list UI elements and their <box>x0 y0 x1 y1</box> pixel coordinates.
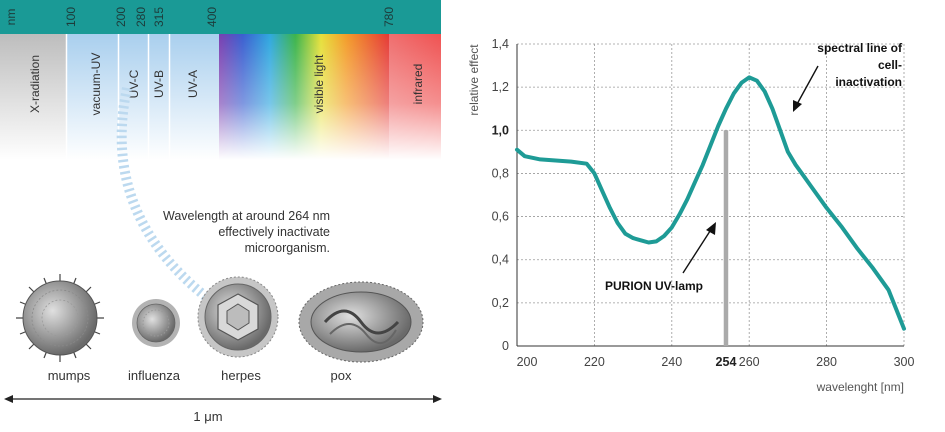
band-label-uv-b: UV-B <box>152 70 166 98</box>
x-tick-254: 254 <box>716 355 737 369</box>
x-tick-240: 240 <box>661 355 682 369</box>
virus-labels: mumps influenza herpes pox <box>48 368 352 383</box>
em-spectrum: nm 100 200 280 315 400 780 X-radiation vacuum-U… <box>0 0 441 160</box>
note-line-1: Wavelength at around 264 nm <box>163 209 330 223</box>
chart-annotations: spectral line of cell-inactivation PURION … <box>605 41 903 293</box>
band-dividers <box>65 34 171 160</box>
scale-tick-780: 780 <box>382 7 396 27</box>
y-tick-1-0: 1,0 <box>492 123 509 137</box>
note-line-2: effectively inactivate <box>218 225 330 239</box>
y-tick-0: 0 <box>502 339 509 353</box>
y-tick-1-2: 1,2 <box>492 80 509 94</box>
influenza-virus-image <box>132 299 180 347</box>
band-label-uv-a: UV-A <box>186 70 200 98</box>
virus-label-pox: pox <box>331 368 352 383</box>
virus-illustrations <box>16 274 424 363</box>
spectrum-scale-header <box>0 0 441 34</box>
band-label-x-radiation: X-radiation <box>28 55 42 113</box>
virus-label-mumps: mumps <box>48 368 91 383</box>
x-tick-labels: 200 220 240 254 260 280 300 <box>517 355 915 369</box>
band-uv-fill <box>67 34 219 160</box>
band-label-infrared: infrared <box>411 64 425 105</box>
inactivation-note: Wavelength at around 264 nm effectively i… <box>163 209 330 255</box>
y-axis-label: relative effect <box>467 44 481 116</box>
annotation-3: inactivation <box>835 75 902 89</box>
scale-tick-400: 400 <box>205 7 219 27</box>
band-label-visible-light: visible light <box>312 54 326 113</box>
scale-tick-nm: nm <box>4 9 18 26</box>
band-x-radiation-fill <box>0 34 66 160</box>
x-axis-label: wavelenght [nm] <box>816 380 904 394</box>
herpes-virus-image <box>197 276 279 358</box>
band-label-vacuum-uv: vacuum-UV <box>89 53 103 116</box>
scale-bar-label: 1 μm <box>193 409 222 424</box>
annotation-4: PURION UV-lamp <box>605 279 703 293</box>
band-label-uv-c: UV-C <box>127 69 141 98</box>
scale-tick-280: 280 <box>134 7 148 27</box>
scale-tick-200: 200 <box>114 7 128 27</box>
annotation-2: cell- <box>878 58 902 72</box>
virus-label-influenza: influenza <box>128 368 181 383</box>
band-fade-overlay <box>219 34 441 160</box>
annotation-1: spectral line of <box>817 41 903 55</box>
y-tick-0-8: 0,8 <box>492 166 509 180</box>
x-tick-300: 300 <box>894 355 915 369</box>
inactivation-chart: 200 220 240 254 260 280 300 0 0,2 0,4 0,6 0,8 1,0 1,… <box>467 37 914 394</box>
pox-virus-image <box>298 281 424 363</box>
scale-tick-100: 100 <box>64 7 78 27</box>
scale-tick-315: 315 <box>152 7 166 27</box>
y-tick-0-4: 0,4 <box>492 253 509 267</box>
scale-bar <box>4 395 442 403</box>
annotation-arrows <box>682 65 819 274</box>
y-tick-1-4: 1,4 <box>492 37 509 51</box>
x-tick-220: 220 <box>584 355 605 369</box>
y-tick-0-2: 0,2 <box>492 296 509 310</box>
note-line-3: microorganism. <box>245 241 330 255</box>
x-tick-200: 200 <box>517 355 538 369</box>
virus-label-herpes: herpes <box>221 368 261 383</box>
series-cell-inactivation-line <box>515 75 906 331</box>
mumps-virus-image <box>16 274 104 362</box>
x-tick-280: 280 <box>816 355 837 369</box>
uv-arc-dashes <box>116 86 214 304</box>
chart-axes <box>516 44 904 347</box>
y-tick-labels: 0 0,2 0,4 0,6 0,8 1,0 1,2 1,4 <box>492 37 509 353</box>
y-tick-0-6: 0,6 <box>492 210 509 224</box>
x-tick-260: 260 <box>739 355 760 369</box>
chart-grid <box>517 43 905 346</box>
